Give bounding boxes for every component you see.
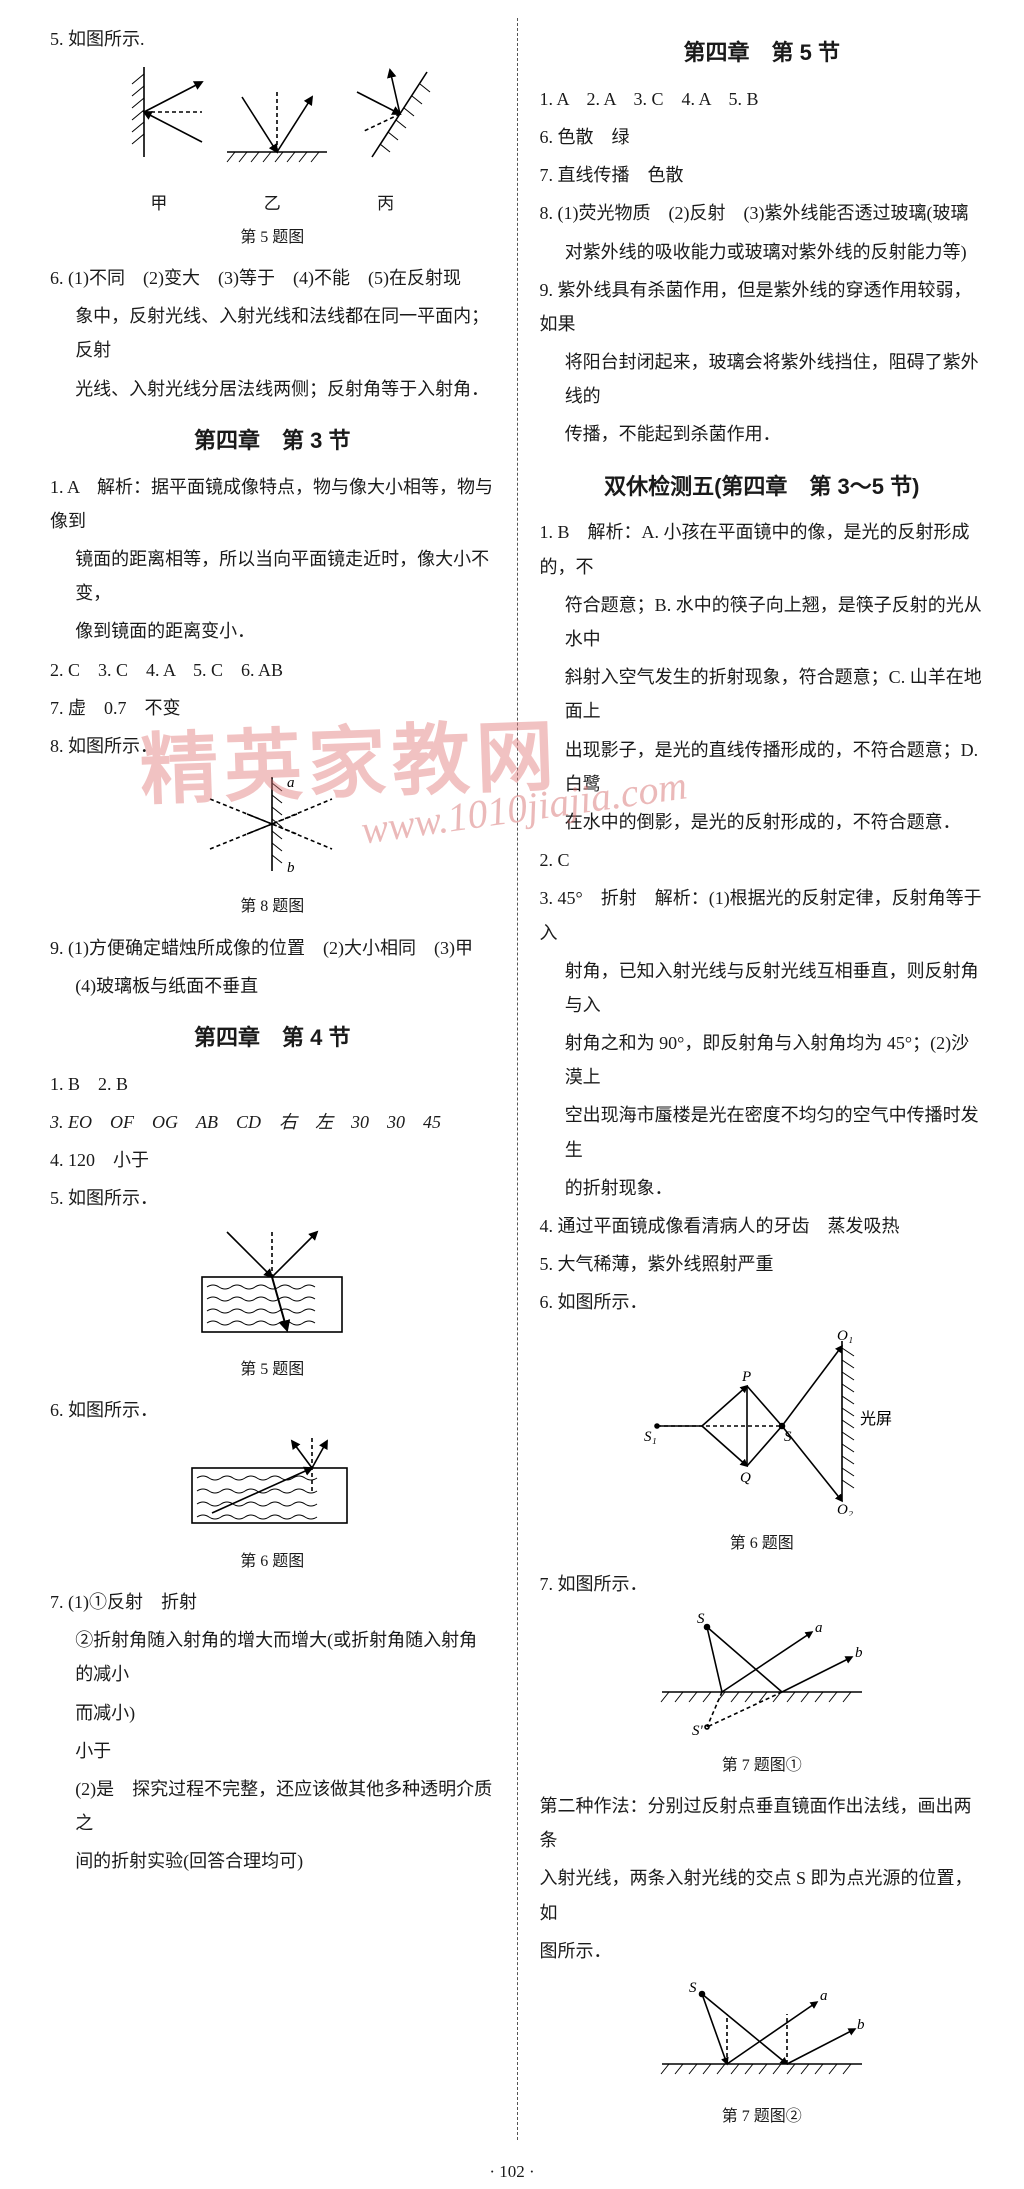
t5q1: 1. B 解析：A. 小孩在平面镜中的像，是光的反射形成的，不 xyxy=(540,515,985,583)
fig6-screen-label: 光屏 xyxy=(860,1410,892,1428)
t5q1c: 斜射入空气发生的折射现象，符合题意；C. 山羊在地面上 xyxy=(540,660,985,728)
svg-text:Q: Q xyxy=(740,1470,751,1486)
t5-fig6-caption: 第 6 题图 xyxy=(540,1529,985,1559)
s4q4: 4. 120 小于 xyxy=(50,1143,495,1177)
t5q1e: 在水中的倒影，是光的反射形成的，不符合题意． xyxy=(540,805,985,839)
s5q8b: 对紫外线的吸收能力或玻璃对紫外线的反射能力等) xyxy=(540,235,985,269)
s3-fig8-svg: a b xyxy=(192,769,352,879)
s3q8: 8. 如图所示． xyxy=(50,729,495,763)
s5q1: 1. A 2. A 3. C 4. A 5. B xyxy=(540,82,985,116)
s4-fig5-svg xyxy=(177,1222,367,1342)
svg-text:S: S xyxy=(697,1611,705,1627)
sec4-title: 第四章 第 4 节 xyxy=(50,1017,495,1059)
t5-fig7a-svg: S a b S' xyxy=(647,1607,877,1737)
s3q1b: 镜面的距离相等，所以当向平面镜走近时，像大小不变， xyxy=(50,542,495,610)
s5q9c: 传播，不能起到杀菌作用． xyxy=(540,417,985,451)
svg-text:S₁: S₁ xyxy=(644,1429,657,1445)
s3q7: 7. 虚 0.7 不变 xyxy=(50,691,495,725)
s4-fig6-caption: 第 6 题图 xyxy=(50,1547,495,1577)
s4q3: 3. EO OF OG AB CD 右 左 30 30 45 xyxy=(50,1105,495,1139)
t5q1d: 出现影子，是光的直线传播形成的，不符合题意；D. 白鹭 xyxy=(540,733,985,801)
s3-fig8-caption: 第 8 题图 xyxy=(50,892,495,922)
svg-text:P: P xyxy=(741,1369,751,1385)
svg-text:a: a xyxy=(815,1620,823,1636)
fig5: 甲 乙 丙 xyxy=(50,62,495,220)
s5q6: 6. 色散 绿 xyxy=(540,120,985,154)
svg-text:S: S xyxy=(784,1429,792,1445)
t5-fig7b: S a b xyxy=(540,1974,985,2100)
svg-text:O₂: O₂ xyxy=(837,1502,853,1516)
svg-text:b: b xyxy=(857,2017,865,2033)
left-column: 5. 如图所示. xyxy=(50,18,513,2140)
t5-fig6-svg: O₁ O₂ P Q S S₁ 光屏 xyxy=(632,1326,892,1516)
fig5-labels: 甲 乙 丙 xyxy=(102,188,442,220)
fig5-caption: 第 5 题图 xyxy=(50,223,495,253)
q6: 6. (1)不同 (2)变大 (3)等于 (4)不能 (5)在反射现 xyxy=(50,261,495,295)
s3q9b: (4)玻璃板与纸面不垂直 xyxy=(50,969,495,1003)
s5q8: 8. (1)荧光物质 (2)反射 (3)紫外线能否透过玻璃(玻璃 xyxy=(540,196,985,230)
svg-text:S: S xyxy=(689,1980,697,1996)
s4q7c: 而减小) xyxy=(50,1696,495,1730)
s4-fig5 xyxy=(50,1222,495,1353)
s4q7d: 小于 xyxy=(50,1734,495,1768)
page-number: · 102 · xyxy=(0,2156,1024,2188)
s4-fig6-svg xyxy=(172,1433,372,1533)
t5q7c: 入射光线，两条入射光线的交点 S 即为点光源的位置，如 xyxy=(540,1861,985,1929)
page: 5. 如图所示. xyxy=(0,0,1024,2150)
s3q1: 1. A 解析：据平面镜成像特点，物与像大小相等，物与像到 xyxy=(50,470,495,538)
sec5-title: 第四章 第 5 节 xyxy=(540,32,985,74)
fig5-label-3: 丙 xyxy=(377,188,394,220)
t5q4: 4. 通过平面镜成像看清病人的牙齿 蒸发吸热 xyxy=(540,1209,985,1243)
s4q1: 1. B 2. B xyxy=(50,1067,495,1101)
t5q3d: 空出现海市蜃楼是光在密度不均匀的空气中传播时发生 xyxy=(540,1098,985,1166)
s5q9b: 将阳台封闭起来，玻璃会将紫外线挡住，阻碍了紫外线的 xyxy=(540,345,985,413)
t5-fig7a-caption: 第 7 题图① xyxy=(540,1751,985,1781)
t5q3b: 射角，已知入射光线与反射光线互相垂直，则反射角与入 xyxy=(540,954,985,1022)
t5q3e: 的折射现象． xyxy=(540,1171,985,1205)
right-column: 第四章 第 5 节 1. A 2. A 3. C 4. A 5. B 6. 色散… xyxy=(522,18,985,2140)
s3q1c: 像到镜面的距离变小． xyxy=(50,614,495,648)
q6c: 光线、入射光线分居法线两侧；反射角等于入射角． xyxy=(50,372,495,406)
t5q3: 3. 45° 折射 解析：(1)根据光的反射定律，反射角等于入 xyxy=(540,881,985,949)
s4-fig5-caption: 第 5 题图 xyxy=(50,1355,495,1385)
s4q5: 5. 如图所示． xyxy=(50,1181,495,1215)
t5-fig7b-caption: 第 7 题图② xyxy=(540,2102,985,2132)
fig5-svg xyxy=(102,62,442,177)
t5q2: 2. C xyxy=(540,843,985,877)
t5-fig7a: S a b S' xyxy=(540,1607,985,1748)
fig5-label-1: 甲 xyxy=(150,188,167,220)
s4q6: 6. 如图所示． xyxy=(50,1393,495,1427)
t5q5: 5. 大气稀薄，紫外线照射严重 xyxy=(540,1247,985,1281)
t5q3c: 射角之和为 90°，即反射角与入射角均为 45°；(2)沙漠上 xyxy=(540,1026,985,1094)
svg-text:a: a xyxy=(287,775,295,791)
s4-fig6 xyxy=(50,1433,495,1544)
s4q7f: 间的折射实验(回答合理均可) xyxy=(50,1844,495,1878)
svg-text:b: b xyxy=(287,860,295,876)
q5-text: 5. 如图所示. xyxy=(50,22,495,56)
s3q2: 2. C 3. C 4. A 5. C 6. AB xyxy=(50,653,495,687)
s4q7e: (2)是 探究过程不完整，还应该做其他多种透明介质之 xyxy=(50,1772,495,1840)
svg-text:O₁: O₁ xyxy=(837,1328,853,1344)
sec3-title: 第四章 第 3 节 xyxy=(50,420,495,462)
svg-text:b: b xyxy=(855,1645,863,1661)
t5q1b: 符合题意；B. 水中的筷子向上翘，是筷子反射的光从水中 xyxy=(540,588,985,656)
s5q9: 9. 紫外线具有杀菌作用，但是紫外线的穿透作用较弱，如果 xyxy=(540,273,985,341)
column-divider xyxy=(517,18,518,2140)
t5-fig6: O₁ O₂ P Q S S₁ 光屏 xyxy=(540,1326,985,1527)
s4q7: 7. (1)①反射 折射 xyxy=(50,1585,495,1619)
fig5-label-2: 乙 xyxy=(264,188,281,220)
t5q7b: 第二种作法：分别过反射点垂直镜面作出法线，画出两条 xyxy=(540,1789,985,1857)
t5q6: 6. 如图所示． xyxy=(540,1285,985,1319)
t5q7d: 图所示． xyxy=(540,1934,985,1968)
t5-fig7b-svg: S a b xyxy=(647,1974,877,2089)
s3q9: 9. (1)方便确定蜡烛所成像的位置 (2)大小相同 (3)甲 xyxy=(50,931,495,965)
s3-fig8: a b xyxy=(50,769,495,890)
test5-title: 双休检测五(第四章 第 3～5 节) xyxy=(540,466,985,508)
s5q7: 7. 直线传播 色散 xyxy=(540,158,985,192)
s4q7b: ②折射角随入射角的增大而增大(或折射角随入射角的减小 xyxy=(50,1623,495,1691)
t5q7: 7. 如图所示． xyxy=(540,1567,985,1601)
svg-text:S': S' xyxy=(692,1723,704,1737)
q6b: 象中，反射光线、入射光线和法线都在同一平面内；反射 xyxy=(50,299,495,367)
svg-text:a: a xyxy=(820,1988,828,2004)
